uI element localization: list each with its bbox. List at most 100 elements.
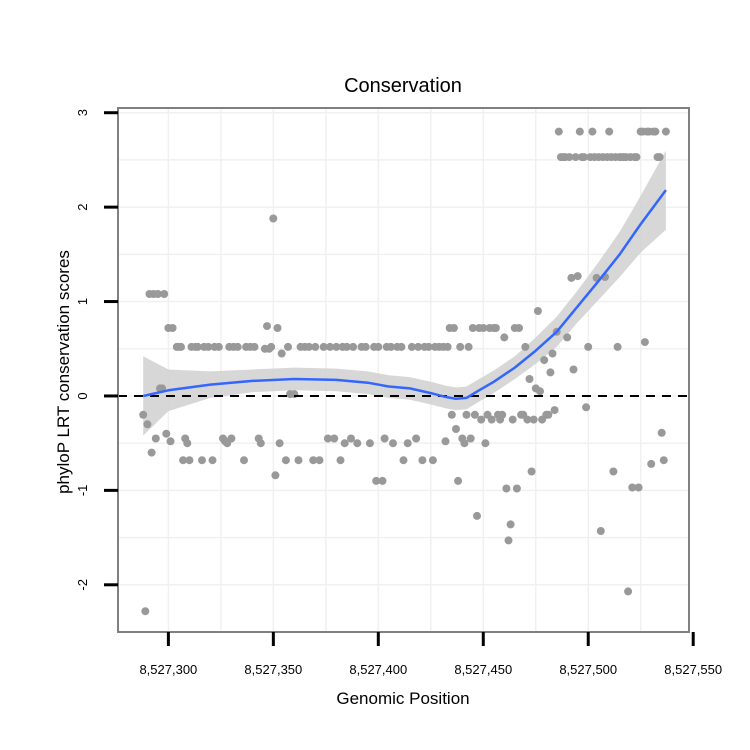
data-point: [330, 434, 339, 443]
y-tick-label: 0: [75, 392, 90, 399]
data-point: [284, 342, 292, 351]
data-point: [508, 415, 517, 424]
data-point: [640, 338, 649, 347]
data-point: [550, 406, 559, 415]
data-point: [386, 342, 395, 351]
data-point: [399, 456, 408, 465]
data-point: [424, 342, 433, 351]
data-point: [477, 415, 486, 424]
smooth-line-layer: [142, 189, 667, 401]
data-point: [584, 342, 593, 351]
data-point: [529, 415, 538, 424]
data-point: [456, 342, 465, 351]
data-point: [624, 587, 633, 596]
data-point: [193, 342, 202, 351]
data-point: [548, 349, 557, 358]
data-point: [447, 410, 456, 419]
data-point: [397, 342, 406, 351]
data-point: [347, 434, 355, 443]
data-point: [361, 342, 370, 351]
data-point: [515, 324, 523, 332]
data-point: [204, 342, 213, 351]
data-point: [185, 456, 194, 465]
data-point: [240, 456, 248, 465]
data-point: [151, 434, 160, 443]
data-point: [443, 342, 452, 351]
data-point: [544, 410, 553, 419]
data-point: [380, 434, 389, 443]
data-point: [336, 456, 345, 465]
data-point: [659, 456, 668, 465]
x-tick-label: 8,527,300: [139, 662, 197, 677]
data-point: [177, 342, 185, 351]
data-point: [504, 536, 513, 545]
data-point: [533, 307, 542, 315]
data-point: [250, 342, 259, 351]
data-point: [418, 456, 427, 465]
data-point: [428, 456, 437, 465]
data-point: [580, 153, 588, 162]
data-point: [263, 322, 271, 331]
data-point: [273, 324, 282, 332]
data-point: [565, 153, 574, 162]
data-point: [160, 290, 169, 298]
data-point: [168, 324, 177, 332]
data-point: [569, 365, 578, 374]
data-point: [527, 467, 536, 476]
data-point: [546, 368, 555, 377]
data-point: [198, 456, 206, 465]
data-point: [227, 434, 236, 443]
data-point: [372, 476, 381, 485]
data-point: [153, 290, 162, 298]
data-point: [470, 410, 479, 419]
y-tick-label: -1: [75, 485, 90, 497]
data-point: [332, 342, 341, 351]
data-point: [491, 324, 500, 332]
chart-title: Conservation: [344, 75, 462, 97]
data-point: [326, 342, 334, 351]
data-point: [582, 403, 591, 412]
data-point: [628, 483, 637, 492]
data-point: [613, 342, 622, 351]
data-point: [449, 324, 458, 332]
data-point: [267, 342, 276, 351]
data-point: [414, 342, 423, 351]
data-point: [466, 434, 475, 443]
data-point: [573, 272, 582, 281]
x-tick-label: 8,527,400: [349, 662, 407, 677]
data-point: [183, 439, 192, 448]
grid: [118, 108, 689, 633]
data-point: [353, 439, 362, 448]
data-point: [340, 439, 349, 448]
data-point: [305, 342, 313, 351]
data-point: [349, 342, 358, 351]
data-point: [460, 439, 469, 448]
data-point: [311, 342, 320, 351]
data-point: [233, 342, 242, 351]
data-point: [342, 342, 351, 351]
data-point: [479, 324, 488, 332]
data-point: [540, 356, 549, 365]
x-tick-label: 8,527,500: [559, 662, 617, 677]
y-tick-label: -2: [75, 579, 90, 591]
data-point: [632, 153, 641, 162]
data-point: [294, 456, 303, 465]
y-tick-label: 1: [75, 298, 90, 305]
data-point: [315, 456, 324, 465]
data-point: [407, 342, 416, 351]
data-point: [256, 439, 265, 448]
data-point: [571, 153, 580, 162]
data-point: [269, 214, 278, 223]
confidence-band: [143, 150, 666, 436]
data-point: [634, 483, 643, 492]
data-point: [462, 410, 471, 419]
data-point: [319, 342, 328, 351]
data-point: [374, 342, 383, 351]
data-point: [661, 127, 670, 136]
data-point: [487, 415, 496, 424]
data-point: [609, 467, 618, 476]
plot-panel: [117, 107, 690, 633]
data-point: [214, 342, 223, 351]
data-point: [141, 607, 150, 616]
data-point: [567, 273, 576, 282]
